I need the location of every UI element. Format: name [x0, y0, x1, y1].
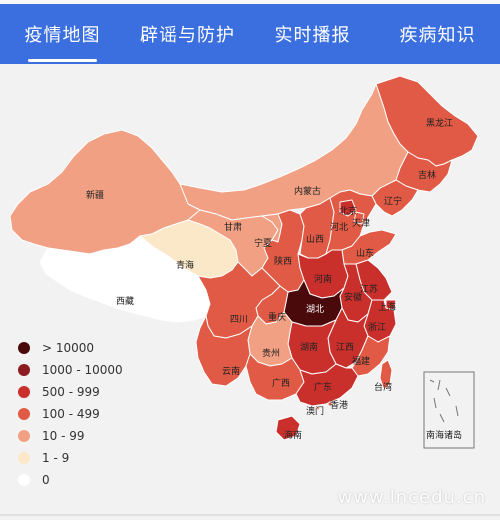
legend-item[interactable]: 1 - 9: [18, 447, 158, 469]
legend-label: > 10000: [42, 341, 95, 355]
legend-swatch: [18, 474, 30, 486]
legend-swatch: [18, 408, 30, 420]
province-fujian[interactable]: [351, 335, 391, 377]
province-beijing[interactable]: [339, 199, 357, 217]
label-hubei: 湖北: [306, 304, 324, 315]
label-heilongjiang: 黑龙江: [426, 117, 453, 129]
label-guangxi: 广西: [272, 377, 290, 389]
label-hebei: 河北: [330, 221, 348, 233]
province-tianjin[interactable]: [353, 211, 365, 225]
tab-disease-knowledge[interactable]: 疾病知识: [399, 25, 476, 46]
status-bar: [0, 0, 500, 4]
label-xinjiang: 新疆: [86, 189, 104, 201]
label-xizang: 西藏: [116, 295, 134, 307]
label-nanhai: 南海诸岛: [426, 429, 462, 441]
label-fujian: 福建: [352, 355, 370, 367]
label-xianggang: 香港: [330, 399, 348, 411]
map-svg: 黑龙江 吉林 辽宁 内蒙古 北京 天津 河北 山西 山东 新疆 甘肃 宁夏 青海…: [9, 75, 479, 449]
label-sichuan: 四川: [230, 315, 248, 325]
label-jiangxi: 江西: [336, 342, 354, 353]
label-hunan: 湖南: [300, 341, 318, 353]
label-shanghai: 上海: [378, 301, 396, 313]
south-sea-inset: [423, 371, 475, 449]
label-guangdong: 广东: [314, 381, 332, 393]
label-shaanxi: 陕西: [274, 255, 292, 267]
legend-label: 1 - 9: [42, 451, 70, 465]
watermark: www.lncedu.cn: [337, 487, 486, 508]
label-qinghai: 青海: [176, 259, 194, 271]
label-chongqing: 重庆: [268, 311, 286, 323]
china-map: 黑龙江 吉林 辽宁 内蒙古 北京 天津 河北 山西 山东 新疆 甘肃 宁夏 青海…: [0, 64, 500, 516]
legend-item[interactable]: > 10000: [18, 337, 158, 359]
label-jiangsu: 江苏: [360, 283, 378, 295]
legend-label: 10 - 99: [42, 429, 85, 443]
label-neimenggu: 内蒙古: [294, 185, 321, 197]
legend-swatch: [18, 452, 30, 464]
tab-bar: 疫情地图 辟谣与防护 实时播报 疾病知识: [0, 4, 500, 64]
province-aomen[interactable]: [315, 405, 321, 411]
label-zhejiang: 浙江: [368, 321, 386, 333]
legend-swatch: [18, 364, 30, 376]
label-anhui: 安徽: [344, 291, 362, 303]
label-shanxi: 山西: [306, 234, 324, 245]
province-taiwan[interactable]: [379, 359, 393, 391]
label-liaoning: 辽宁: [384, 195, 402, 207]
label-shandong: 山东: [356, 247, 374, 259]
legend-label: 1000 - 10000: [42, 363, 123, 377]
province-xianggang[interactable]: [327, 401, 333, 407]
bottom-divider: [0, 514, 500, 516]
legend-item[interactable]: 500 - 999: [18, 381, 158, 403]
label-yunnan: 云南: [222, 365, 240, 377]
label-gansu: 甘肃: [224, 221, 242, 233]
legend-item[interactable]: 10 - 99: [18, 425, 158, 447]
legend-item[interactable]: 0: [18, 469, 158, 491]
label-taiwan: 台湾: [374, 381, 392, 393]
legend-swatch: [18, 342, 30, 354]
label-beijing: 北京: [339, 205, 357, 217]
label-jilin: 吉林: [418, 169, 436, 181]
label-aomen: 澳门: [306, 405, 324, 417]
label-guizhou: 贵州: [262, 347, 280, 359]
legend-swatch: [18, 430, 30, 442]
legend: > 10000 1000 - 10000 500 - 999 100 - 499…: [18, 337, 158, 491]
tab-live-report[interactable]: 实时播报: [274, 25, 351, 46]
legend-swatch: [18, 386, 30, 398]
province-guangdong[interactable]: [295, 363, 359, 407]
label-ningxia: 宁夏: [254, 237, 272, 249]
province-hainan[interactable]: [275, 415, 301, 441]
label-tianjin: 天津: [352, 218, 370, 229]
tab-rumor-protection[interactable]: 辟谣与防护: [140, 25, 235, 46]
legend-item[interactable]: 100 - 499: [18, 403, 158, 425]
province-guangxi[interactable]: [245, 353, 305, 401]
tab-epidemic-map[interactable]: 疫情地图: [0, 4, 125, 64]
legend-item[interactable]: 1000 - 10000: [18, 359, 158, 381]
legend-label: 0: [42, 473, 50, 487]
legend-label: 500 - 999: [42, 385, 100, 399]
legend-label: 100 - 499: [42, 407, 100, 421]
label-henan: 河南: [314, 273, 332, 285]
label-hainan: 海南: [284, 429, 302, 441]
